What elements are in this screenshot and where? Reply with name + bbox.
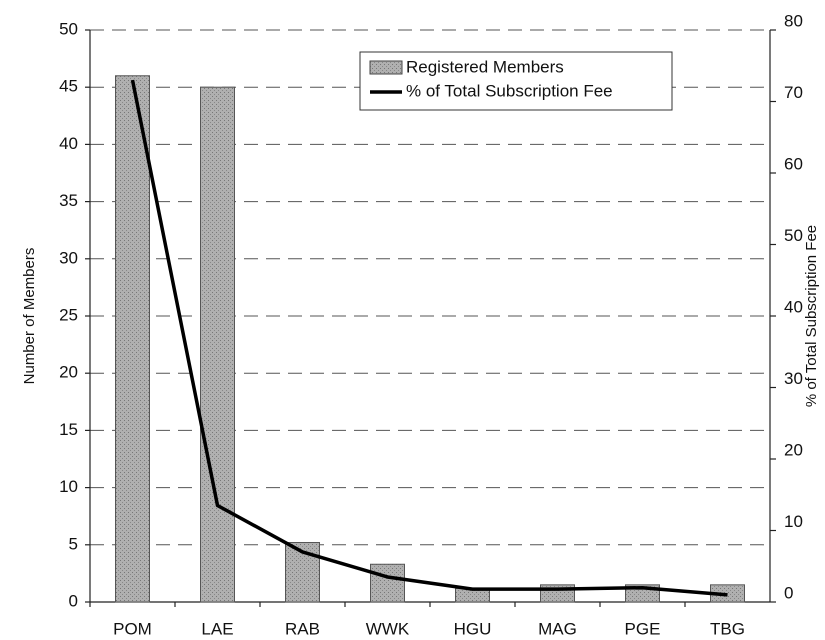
legend-label: Registered Members [406,57,564,76]
y-tick-label: 15 [59,420,78,439]
y-tick-label: 30 [59,248,78,267]
legend-box [359,51,673,111]
y2-tick-label: 20 [784,440,803,459]
bar [200,86,235,603]
y-tick-label: 25 [59,305,78,324]
y-axis-label: Number of Members [21,248,38,385]
legend-label: % of Total Subscription Fee [406,81,613,100]
y2-tick-label: 40 [784,297,803,316]
y-tick-label: 20 [59,363,78,382]
y-tick-label: 50 [59,19,78,38]
y2-tick-label: 70 [784,83,803,102]
y-tick-label: 45 [59,77,78,96]
legend-swatch [369,60,403,75]
y-tick-label: 0 [69,591,78,610]
x-tick-label: MAG [538,619,577,638]
y2-axis-label: % of Total Subscription Fee [803,225,820,407]
y-tick-label: 35 [59,191,78,210]
y2-tick-label: 10 [784,512,803,531]
bar [370,563,405,603]
y-tick-label: 40 [59,134,78,153]
y2-tick-label: 60 [784,154,803,173]
y2-tick-label: 30 [784,369,803,388]
y2-tick-label: 50 [784,226,803,245]
y2-tick-label: 0 [784,583,793,602]
x-tick-label: WWK [366,619,410,638]
y-tick-label: 10 [59,477,78,496]
x-tick-label: RAB [285,619,320,638]
y2-tick-label: 80 [784,11,803,30]
x-tick-label: POM [113,619,152,638]
y-tick-label: 5 [69,534,78,553]
bar [115,75,150,603]
line [130,79,728,597]
x-tick-label: HGU [454,619,492,638]
x-tick-label: TBG [710,619,745,638]
x-tick-label: LAE [201,619,233,638]
x-tick-label: PGE [625,619,661,638]
